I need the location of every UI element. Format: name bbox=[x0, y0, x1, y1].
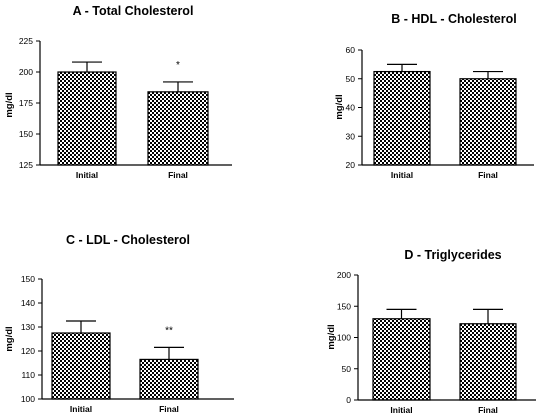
y-tick-label: 175 bbox=[19, 98, 33, 108]
category-label: Final bbox=[478, 405, 498, 415]
y-axis-label: mg/dl bbox=[334, 94, 345, 119]
bar-initial bbox=[57, 71, 117, 166]
bar-final bbox=[147, 91, 209, 166]
y-tick-label: 200 bbox=[19, 67, 33, 77]
y-tick-label: 120 bbox=[21, 346, 35, 356]
y-axis-label: mg/dl bbox=[4, 326, 15, 351]
y-tick-label: 50 bbox=[346, 74, 356, 84]
category-label: Final bbox=[478, 170, 498, 180]
y-tick-label: 200 bbox=[337, 270, 351, 280]
bar-initial bbox=[51, 332, 111, 400]
y-tick-label: 30 bbox=[346, 131, 356, 141]
y-axis-label: mg/dl bbox=[4, 92, 15, 117]
y-tick-label: 110 bbox=[21, 370, 35, 380]
y-tick-label: 150 bbox=[337, 301, 351, 311]
y-tick-label: 100 bbox=[21, 394, 35, 404]
chart-title: D - Triglycerides bbox=[404, 248, 501, 262]
y-tick-label: 0 bbox=[346, 395, 351, 405]
bar-initial bbox=[372, 318, 431, 401]
y-tick-label: 225 bbox=[19, 36, 33, 46]
chart-title: B - HDL - Cholesterol bbox=[391, 12, 516, 26]
y-tick-label: 20 bbox=[346, 160, 356, 170]
chart-panel-3: D - Triglycerides mg/dl Initial Final 0 50 100… bbox=[326, 248, 536, 415]
y-axis-label: mg/dl bbox=[326, 324, 337, 349]
chart-panel-1: B - HDL - Cholesterol mg/dl Initial Final 20… bbox=[334, 12, 534, 180]
bar-final bbox=[459, 78, 517, 166]
significance-mark: ** bbox=[165, 325, 173, 336]
y-tick-label: 50 bbox=[342, 364, 352, 374]
category-label: Initial bbox=[76, 170, 98, 180]
y-tick-label: 60 bbox=[346, 45, 356, 55]
significance-mark: * bbox=[176, 60, 180, 71]
category-label: Initial bbox=[390, 405, 412, 415]
bar-initial bbox=[373, 70, 431, 166]
bar-final bbox=[459, 323, 517, 401]
bar-final bbox=[139, 358, 199, 400]
category-label: Final bbox=[159, 404, 179, 414]
chart-panel-2: C - LDL - Cholesterol mg/dl Initial ** Final… bbox=[4, 233, 234, 414]
chart-title: A - Total Cholesterol bbox=[73, 4, 194, 18]
chart-panel-0: A - Total Cholesterol mg/dl Initial * Final 1… bbox=[4, 4, 232, 180]
category-label: Initial bbox=[70, 404, 92, 414]
y-tick-label: 100 bbox=[337, 333, 351, 343]
y-tick-label: 125 bbox=[19, 160, 33, 170]
y-tick-label: 40 bbox=[346, 103, 356, 113]
y-tick-label: 150 bbox=[19, 129, 33, 139]
y-tick-label: 140 bbox=[21, 298, 35, 308]
category-label: Final bbox=[168, 170, 188, 180]
category-label: Initial bbox=[391, 170, 413, 180]
y-tick-label: 150 bbox=[21, 274, 35, 284]
y-tick-label: 130 bbox=[21, 322, 35, 332]
chart-title: C - LDL - Cholesterol bbox=[66, 233, 190, 247]
